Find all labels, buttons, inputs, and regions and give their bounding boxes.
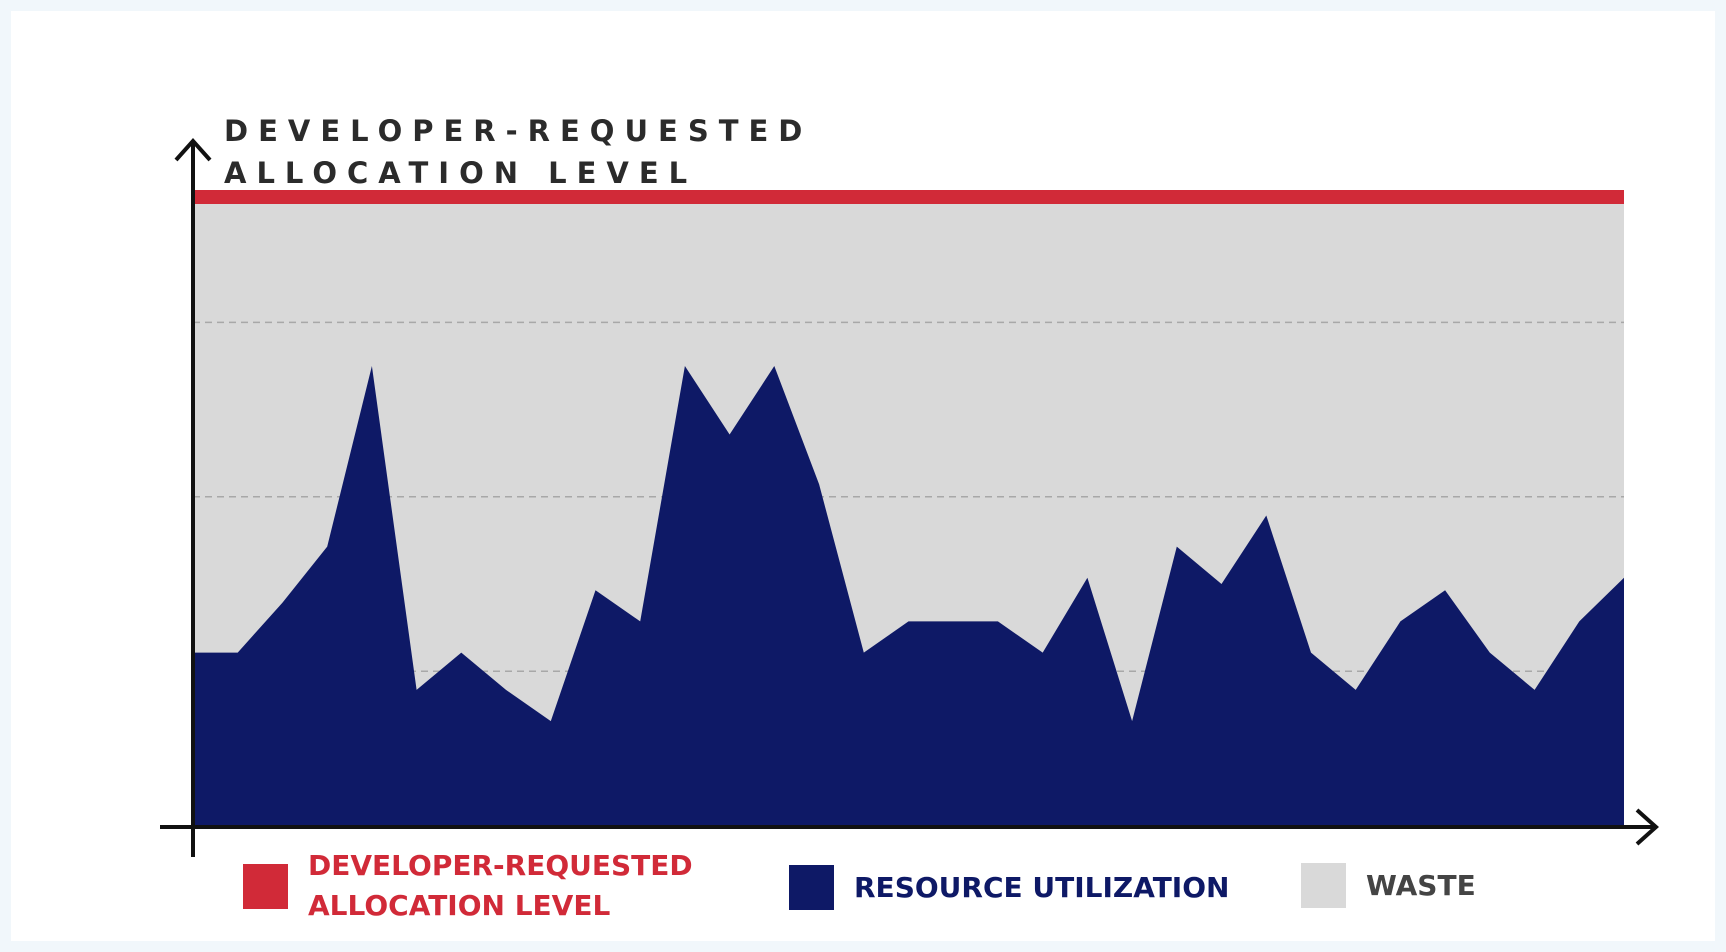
allocation-level-line — [191, 190, 1624, 204]
legend-label-allocation-line-2: ALLOCATION LEVEL — [308, 889, 611, 922]
legend-item-utilization: RESOURCE UTILIZATION — [789, 865, 1229, 910]
legend-swatch-allocation — [243, 863, 288, 909]
legend-label-utilization-line-1: RESOURCE UTILIZATION — [854, 870, 1230, 904]
legend-label-allocation-line-1: DEVELOPER-REQUESTED — [308, 849, 693, 882]
legend-label-allocation: DEVELOPER-REQUESTED ALLOCATION LEVEL — [308, 846, 693, 926]
x-axis-arrowhead — [1635, 808, 1659, 846]
legend-label-waste: WASTE — [1366, 866, 1476, 906]
legend-label-waste-line-1: WASTE — [1366, 868, 1476, 902]
y-axis-arrowhead — [174, 138, 212, 162]
legend-label-utilization: RESOURCE UTILIZATION — [854, 868, 1229, 908]
legend-swatch-waste — [1301, 863, 1346, 908]
y-axis-title-line-1: DEVELOPER-REQUESTED — [224, 114, 813, 148]
legend-item-allocation: DEVELOPER-REQUESTED ALLOCATION LEVEL — [243, 846, 693, 926]
axes — [160, 138, 1659, 857]
legend-swatch-utilization — [789, 865, 834, 910]
resource-utilization-area — [193, 366, 1624, 827]
legend-item-waste: WASTE — [1301, 863, 1476, 908]
y-axis-title-line-2: ALLOCATION LEVEL — [224, 156, 698, 190]
y-axis-title: DEVELOPER-REQUESTED ALLOCATION LEVEL — [224, 110, 812, 194]
